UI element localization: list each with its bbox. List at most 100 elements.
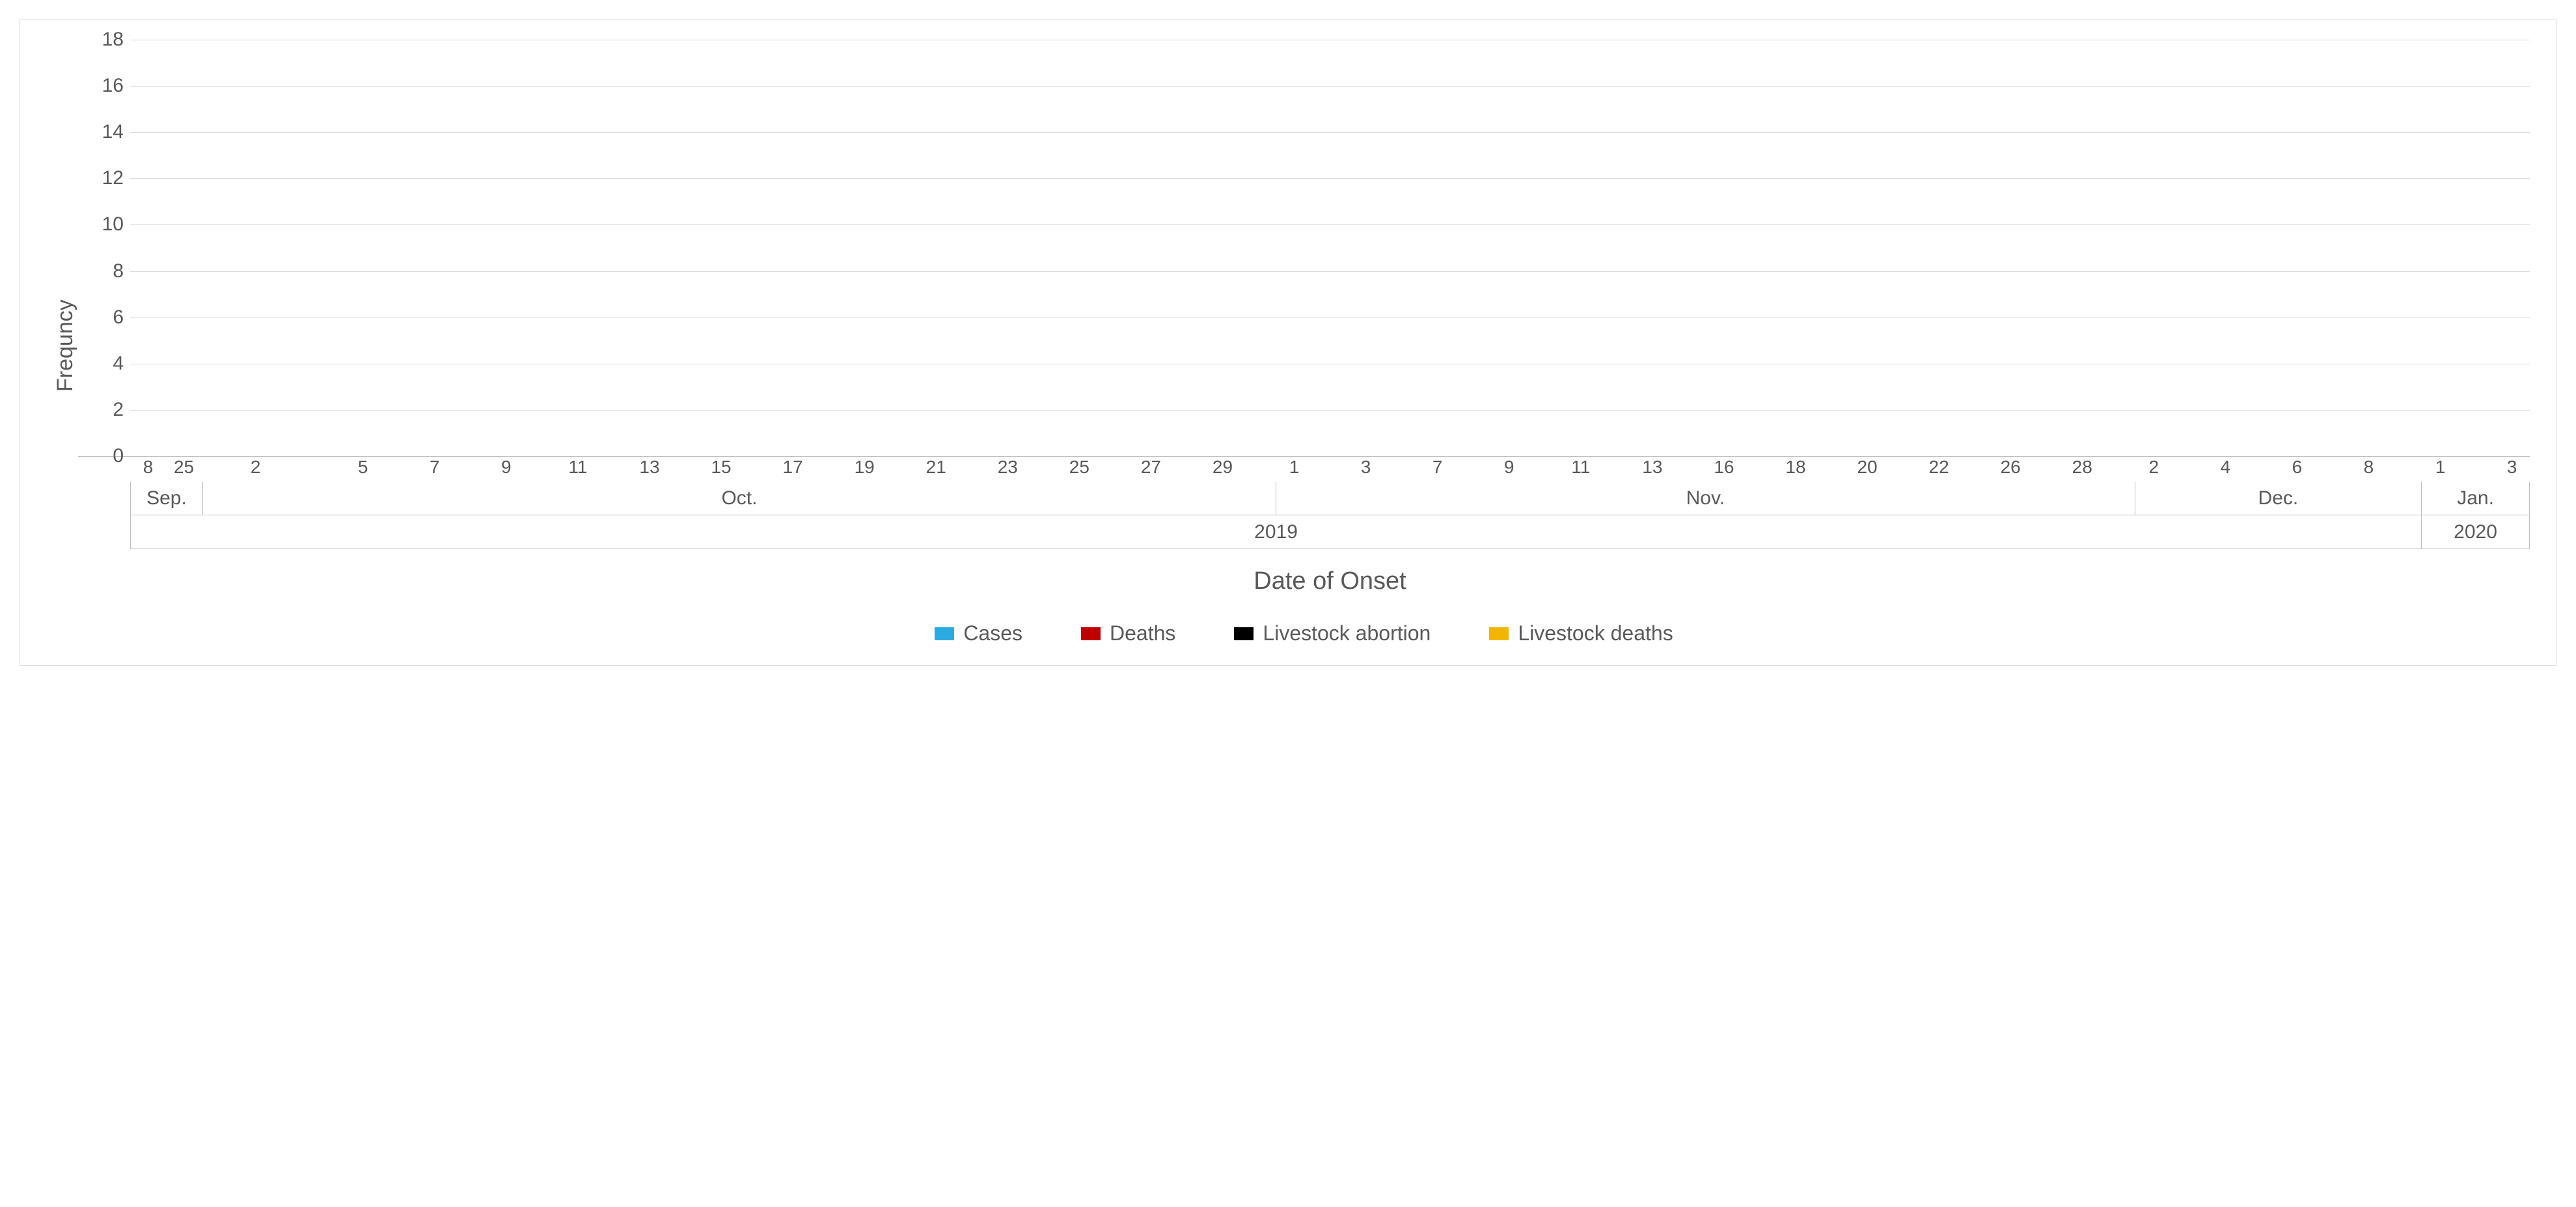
x-tick bbox=[596, 457, 631, 478]
x-tick: 6 bbox=[2279, 457, 2315, 478]
x-tick: 11 bbox=[560, 457, 596, 478]
y-tick: 0 bbox=[78, 445, 124, 467]
gridline bbox=[130, 132, 2530, 133]
x-tick: 15 bbox=[704, 457, 739, 478]
x-tick: 16 bbox=[1706, 457, 1742, 478]
x-axis-label: Date of Onset bbox=[130, 567, 2530, 595]
legend-swatch bbox=[1489, 627, 1509, 640]
plot-area: 024681012141618 bbox=[78, 40, 2530, 457]
legend-label: Livestock deaths bbox=[1518, 621, 1673, 645]
x-tick bbox=[1384, 457, 1419, 478]
x-tick bbox=[883, 457, 918, 478]
x-tick: 2 bbox=[238, 457, 273, 478]
legend-label: Livestock abortion bbox=[1263, 621, 1431, 645]
legend-item: Livestock deaths bbox=[1489, 621, 1673, 645]
x-tick bbox=[1026, 457, 1062, 478]
x-tick: 8 bbox=[2351, 457, 2387, 478]
x-tick: 23 bbox=[990, 457, 1026, 478]
legend-item: Deaths bbox=[1081, 621, 1175, 645]
x-tick bbox=[202, 457, 238, 478]
x-tick bbox=[2458, 457, 2494, 478]
year-row: 20192020 bbox=[130, 515, 2530, 549]
legend-swatch bbox=[1081, 627, 1101, 640]
x-tick bbox=[1455, 457, 1491, 478]
x-tick: 7 bbox=[1419, 457, 1455, 478]
x-tick bbox=[667, 457, 703, 478]
x-tick: 13 bbox=[631, 457, 667, 478]
gridline bbox=[130, 86, 2530, 87]
bars-container bbox=[130, 40, 2530, 456]
x-tick bbox=[1885, 457, 1921, 478]
x-tick: 4 bbox=[2208, 457, 2243, 478]
x-tick bbox=[2029, 457, 2064, 478]
x-tick bbox=[2387, 457, 2422, 478]
x-tick bbox=[2100, 457, 2136, 478]
gridline bbox=[130, 410, 2530, 411]
x-tick: 28 bbox=[2064, 457, 2100, 478]
x-tick bbox=[2172, 457, 2208, 478]
year-cell: 2020 bbox=[2421, 515, 2530, 549]
month-cell: Jan. bbox=[2421, 481, 2530, 515]
x-tick: 20 bbox=[1850, 457, 1885, 478]
x-tick: 25 bbox=[166, 457, 202, 478]
x-tick-row: 8252579111315171921232527291379111316182… bbox=[130, 457, 2530, 478]
x-tick: 5 bbox=[345, 457, 381, 478]
x-tick bbox=[524, 457, 560, 478]
x-tick bbox=[739, 457, 775, 478]
y-tick: 2 bbox=[78, 399, 124, 421]
x-tick: 7 bbox=[417, 457, 452, 478]
x-tick: 26 bbox=[1993, 457, 2029, 478]
legend-label: Cases bbox=[963, 621, 1022, 645]
month-cell: Dec. bbox=[2135, 481, 2422, 515]
legend-swatch bbox=[1234, 627, 1254, 640]
x-tick bbox=[1097, 457, 1133, 478]
y-tick: 14 bbox=[78, 121, 124, 143]
x-tick bbox=[1813, 457, 1849, 478]
month-cell: Oct. bbox=[202, 481, 1276, 515]
x-tick: 1 bbox=[1276, 457, 1312, 478]
x-tick bbox=[1670, 457, 1706, 478]
month-row: Sep.Oct.Nov.Dec.Jan. bbox=[130, 481, 2530, 515]
x-tick: 3 bbox=[1348, 457, 1384, 478]
y-tick: 8 bbox=[78, 260, 124, 282]
y-tick: 12 bbox=[78, 167, 124, 189]
x-tick bbox=[954, 457, 990, 478]
x-tick: 25 bbox=[1062, 457, 1097, 478]
year-cell: 2019 bbox=[130, 515, 2421, 549]
legend: Cases Deaths Livestock abortion Livestock d… bbox=[78, 621, 2530, 645]
x-tick bbox=[1312, 457, 1348, 478]
x-tick bbox=[452, 457, 488, 478]
x-tick: 18 bbox=[1777, 457, 1813, 478]
gridline bbox=[130, 271, 2530, 272]
x-tick bbox=[1957, 457, 1993, 478]
x-tick bbox=[1240, 457, 1276, 478]
legend-item: Cases bbox=[935, 621, 1022, 645]
month-cell: Sep. bbox=[130, 481, 202, 515]
x-tick bbox=[1169, 457, 1205, 478]
month-cell: Nov. bbox=[1276, 481, 2135, 515]
x-tick: 13 bbox=[1634, 457, 1670, 478]
x-tick bbox=[381, 457, 417, 478]
y-tick: 6 bbox=[78, 306, 124, 329]
chart-body: Frequncy 024681012141618 825257911131517… bbox=[46, 40, 2530, 652]
x-tick: 2 bbox=[2136, 457, 2172, 478]
y-tick: 18 bbox=[78, 29, 124, 51]
x-tick: 9 bbox=[1491, 457, 1527, 478]
x-tick bbox=[1527, 457, 1563, 478]
x-tick: 22 bbox=[1921, 457, 1957, 478]
plot-column: 024681012141618 825257911131517192123252… bbox=[78, 40, 2530, 652]
x-tick bbox=[2243, 457, 2279, 478]
x-tick: 9 bbox=[488, 457, 524, 478]
legend-item: Livestock abortion bbox=[1234, 621, 1431, 645]
gridline bbox=[130, 224, 2530, 225]
x-tick: 1 bbox=[2422, 457, 2458, 478]
x-tick: 17 bbox=[775, 457, 811, 478]
x-tick bbox=[1742, 457, 1777, 478]
x-tick bbox=[309, 457, 345, 478]
x-tick: 3 bbox=[2494, 457, 2530, 478]
x-tick bbox=[2315, 457, 2351, 478]
gridline bbox=[130, 178, 2530, 179]
y-tick: 10 bbox=[78, 213, 124, 236]
x-tick: 27 bbox=[1133, 457, 1169, 478]
legend-swatch bbox=[935, 627, 954, 640]
